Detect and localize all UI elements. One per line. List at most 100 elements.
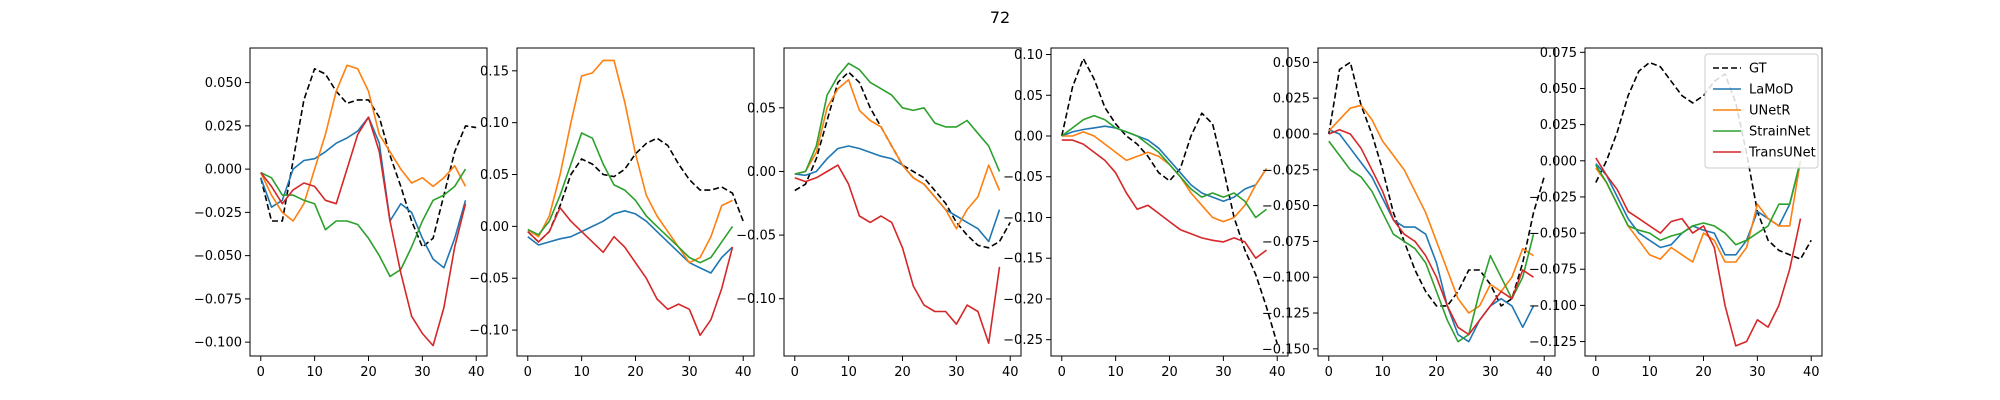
series-line-strainnet	[1328, 140, 1535, 343]
x-tick-label: 0	[257, 365, 265, 380]
y-tick-label: 0.025	[1273, 92, 1310, 107]
x-tick-label: 30	[1215, 365, 1232, 380]
series-line-strainnet	[1061, 114, 1267, 219]
x-tick-label: 0	[791, 365, 799, 380]
y-tick-label: 0.00	[747, 165, 776, 180]
x-tick-label: 30	[1482, 365, 1499, 380]
legend: GT LaMoD UNetR StrainNet TransUNet	[1704, 53, 1819, 169]
x-tick-label: 20	[894, 365, 911, 380]
y-tick-label: 0.10	[480, 116, 509, 131]
series-line-strainnet	[794, 62, 1001, 175]
x-tick-label: 30	[1749, 365, 1766, 380]
series-group	[1328, 61, 1545, 343]
y-tick-label: −0.050	[1262, 199, 1310, 214]
series-line-unetr	[527, 59, 733, 264]
y-tick-label: −0.10	[736, 292, 776, 307]
y-tick-label: −0.05	[736, 229, 776, 244]
y-tick-label: 0.00	[480, 220, 509, 235]
x-tick-label: 40	[1269, 365, 1286, 380]
series-line-unetr	[260, 64, 467, 222]
x-tick-label: 40	[1002, 365, 1019, 380]
series-group	[1595, 61, 1812, 347]
y-tick-label: −0.100	[1262, 271, 1310, 286]
x-tick-label: 20	[1161, 365, 1178, 380]
x-tick-label: 40	[1536, 365, 1553, 380]
legend-label-lamod: LaMoD	[1749, 83, 1793, 98]
y-tick-label: −0.25	[1003, 333, 1043, 348]
y-tick-label: −0.150	[1262, 342, 1310, 357]
y-tick-label: 0.000	[1273, 127, 1310, 142]
x-tick-label: 0	[1592, 365, 1600, 380]
y-tick-label: 0.025	[205, 119, 242, 134]
y-tick-label: 0.075	[1540, 46, 1577, 61]
panel-6: 0 10 20 30 40 −0.125 −0.100 −0.075 −0.050 −0.025 0…	[1529, 46, 1823, 380]
y-tick-label: −0.100	[194, 336, 242, 351]
series-line-transunet	[794, 164, 1001, 345]
y-tick-label: 0.05	[1014, 89, 1043, 104]
series-line-lamod	[1061, 125, 1268, 202]
x-tick-label: 20	[1695, 365, 1712, 380]
x-tick-label: 10	[1374, 365, 1391, 380]
series-line-gt	[1328, 61, 1545, 307]
x-tick-label: 10	[840, 365, 857, 380]
axes-frame	[783, 47, 1022, 357]
y-tick-label: 0.000	[205, 163, 242, 178]
legend-label-transunet: TransUNet	[1748, 146, 1816, 161]
y-tick-label: −0.050	[1529, 227, 1577, 242]
legend-box	[1704, 53, 1819, 169]
x-tick-label: 0	[524, 365, 532, 380]
y-tick-label: −0.100	[1529, 299, 1577, 314]
x-tick-label: 30	[681, 365, 698, 380]
series-group	[527, 59, 744, 337]
y-tick-label: −0.10	[1003, 211, 1043, 226]
series-line-unetr	[1061, 131, 1268, 223]
panel-4: 0 10 20 30 40 −0.25 −0.20 −0.15 −0.10 −0.05 0.00 0.…	[1003, 47, 1289, 380]
y-tick-label: 0.05	[747, 101, 776, 116]
series-line-transunet	[1061, 139, 1267, 260]
y-tick-label: −0.075	[1262, 235, 1310, 250]
figure-title: 72	[990, 8, 1010, 27]
series-line-unetr	[1328, 104, 1534, 314]
series-line-transunet	[260, 116, 467, 347]
y-tick-label: −0.075	[1529, 263, 1577, 278]
series-line-gt	[794, 71, 1011, 249]
y-tick-label: −0.025	[194, 206, 242, 221]
series-line-strainnet	[527, 132, 734, 264]
series-line-gt	[1595, 61, 1812, 260]
y-tick-label: 0.15	[480, 64, 509, 79]
x-tick-label: 0	[1058, 365, 1066, 380]
x-tick-label: 40	[1803, 365, 1820, 380]
y-tick-label: −0.05	[469, 272, 509, 287]
series-group	[794, 62, 1011, 345]
panel-1: 0 10 20 30 40 −0.100 −0.075 −0.050 −0.025 0.000 0.…	[194, 47, 488, 380]
y-tick-label: −0.15	[1003, 252, 1043, 267]
y-tick-label: 0.050	[1273, 56, 1310, 71]
series-line-gt	[260, 68, 477, 248]
series-line-lamod	[1328, 128, 1535, 343]
x-tick-label: 0	[1325, 365, 1333, 380]
y-tick-label: −0.025	[1262, 163, 1310, 178]
axes-frame	[249, 47, 488, 357]
y-tick-label: −0.075	[194, 292, 242, 307]
series-group	[1061, 57, 1278, 345]
legend-label-strainnet: StrainNet	[1749, 125, 1810, 140]
x-tick-label: 20	[627, 365, 644, 380]
panel-group: 0 10 20 30 40−0.100−0.075−0.050−0.0250.0000.…	[194, 46, 1823, 380]
x-tick-label: 10	[1641, 365, 1658, 380]
y-tick-label: 0.00	[1014, 130, 1043, 145]
axes-frame	[1317, 47, 1556, 357]
series-line-strainnet	[260, 168, 467, 278]
y-tick-label: 0.050	[1540, 82, 1577, 97]
y-tick-label: −0.10	[469, 324, 509, 339]
panel-5: 0 10 20 30 40 −0.150 −0.125 −0.100 −0.075 −0.050 −…	[1262, 47, 1556, 380]
axes-frame	[1584, 47, 1823, 357]
y-tick-label: 0.10	[1014, 48, 1043, 63]
y-tick-label: 0.050	[205, 76, 242, 91]
y-tick-label: −0.125	[1529, 335, 1577, 350]
series-line-strainnet	[1595, 160, 1802, 246]
y-tick-label: −0.025	[1529, 190, 1577, 205]
x-tick-label: 30	[948, 365, 965, 380]
y-tick-label: −0.050	[194, 249, 242, 264]
axes-frame	[1050, 47, 1289, 357]
series-line-gt	[527, 137, 744, 243]
